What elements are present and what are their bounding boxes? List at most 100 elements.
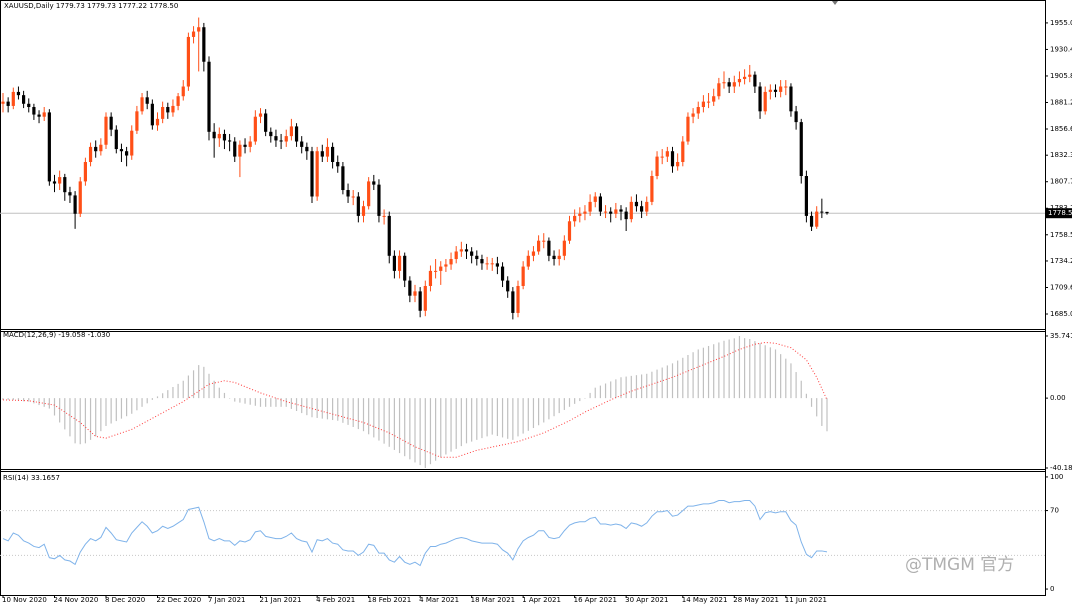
macd-bar xyxy=(558,398,560,414)
macd-bar xyxy=(38,398,40,406)
candle-body xyxy=(222,133,227,141)
candle-body xyxy=(397,255,402,271)
candle-body xyxy=(181,86,185,97)
candle-body xyxy=(583,211,587,214)
macd-bar xyxy=(749,339,751,399)
candle-body xyxy=(78,181,82,214)
macd-bar xyxy=(33,398,35,404)
candle-body xyxy=(423,285,427,311)
candle-body xyxy=(506,280,510,292)
x-tick-label: 10 Nov 2020 xyxy=(2,596,47,604)
candle-body xyxy=(439,266,443,271)
macd-bar xyxy=(538,398,540,426)
candle-body xyxy=(701,101,705,108)
macd-bar xyxy=(563,398,565,410)
candle-body xyxy=(562,240,566,256)
candle-body xyxy=(444,264,448,267)
candle-body xyxy=(130,130,134,156)
macd-bar xyxy=(126,398,128,417)
y-tick-label: 1955.00 xyxy=(1050,19,1072,27)
macd-bar xyxy=(259,398,262,407)
candle-body xyxy=(820,211,824,213)
x-tick-label: 18 Mar 2021 xyxy=(471,596,515,604)
y-tick-label: 1832.30 xyxy=(1050,151,1072,159)
candle-body xyxy=(228,140,232,142)
macd-bar xyxy=(826,398,828,432)
candle-body xyxy=(258,113,263,117)
candle-body xyxy=(629,201,633,220)
candle-body xyxy=(557,255,561,260)
candle-body xyxy=(274,136,278,141)
macd-bar xyxy=(465,398,468,444)
macd-bar xyxy=(131,398,133,414)
x-tick-label: 16 Apr 2021 xyxy=(574,596,617,604)
macd-bar xyxy=(800,380,802,399)
macd-bar xyxy=(774,349,777,399)
y-tick-label: 1734.20 xyxy=(1050,257,1072,265)
macd-bar xyxy=(285,398,287,407)
macd-bar xyxy=(604,383,607,399)
macd-bar xyxy=(270,398,272,407)
macd-bar xyxy=(635,375,638,399)
macd-bar xyxy=(17,398,20,401)
candle-body xyxy=(676,161,680,167)
y-tick-label: 1930.40 xyxy=(1050,45,1072,53)
candle-body xyxy=(22,95,26,104)
macd-bar xyxy=(656,369,658,399)
candle-body xyxy=(248,141,252,147)
candle-body xyxy=(727,82,731,87)
macd-title: MACD(12,26,9) -19.058 -1.030 xyxy=(3,331,110,339)
x-tick-label: 18 Feb 2021 xyxy=(368,596,412,604)
y-tick-label: 1709.60 xyxy=(1050,283,1072,291)
candle-body xyxy=(542,240,546,242)
candle-body xyxy=(428,270,433,286)
macd-bar xyxy=(198,365,200,399)
macd-bar xyxy=(162,393,164,399)
candle-body xyxy=(58,177,62,184)
macd-bar xyxy=(625,376,627,399)
candle-body xyxy=(294,126,299,142)
macd-bar xyxy=(532,398,535,429)
y-tick-label: 0.00 xyxy=(1050,394,1066,402)
candle-body xyxy=(63,177,67,193)
macd-bar xyxy=(12,398,14,401)
candle-body xyxy=(804,176,808,216)
macd-bar xyxy=(687,355,689,399)
macd-bar xyxy=(409,398,411,460)
x-tick-label: 7 Jan 2021 xyxy=(208,596,246,604)
candle-body xyxy=(47,112,51,182)
candle-body xyxy=(305,146,309,152)
macd-bar xyxy=(223,392,226,399)
macd-bar xyxy=(326,398,329,420)
macd-bar xyxy=(203,366,205,399)
candle-body xyxy=(191,31,196,37)
x-tick-label: 11 Jun 2021 xyxy=(785,596,827,604)
candle-body xyxy=(794,111,798,123)
macd-bar xyxy=(306,398,308,416)
candle-body xyxy=(269,131,273,137)
candle-body xyxy=(640,206,644,212)
candle-body xyxy=(779,86,783,92)
macd-bar xyxy=(522,398,524,434)
candle-body xyxy=(768,89,772,92)
candle-body xyxy=(789,86,793,112)
macd-bar xyxy=(316,398,318,418)
macd-bar xyxy=(471,398,473,442)
candle-body xyxy=(176,96,180,106)
candle-body xyxy=(809,215,814,227)
shift-marker xyxy=(832,1,838,5)
candle-body xyxy=(655,156,659,177)
macd-bar xyxy=(59,398,61,423)
macd-bar xyxy=(651,371,653,399)
macd-bar xyxy=(574,398,576,404)
x-tick-label: 21 Jan 2021 xyxy=(260,596,302,604)
candle-body xyxy=(753,74,757,87)
macd-bar xyxy=(435,398,437,461)
macd-bar xyxy=(295,398,298,411)
candle-body xyxy=(1,101,5,104)
y-tick-label: 1758.50 xyxy=(1050,231,1072,239)
candle-body xyxy=(485,263,489,265)
watermark: @TMGM 官方 xyxy=(905,555,1014,575)
candle-body xyxy=(145,97,149,104)
